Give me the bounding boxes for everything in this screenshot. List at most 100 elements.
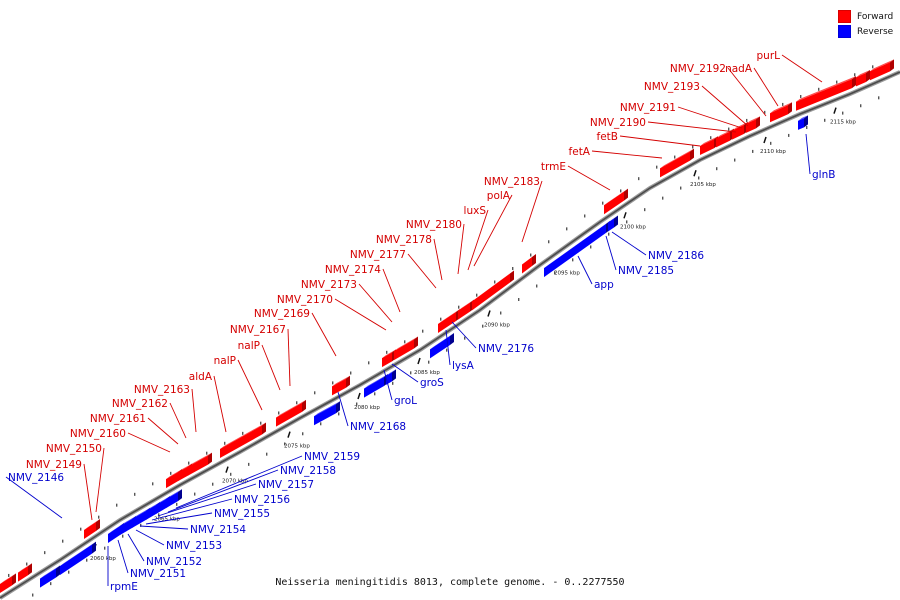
forward-gene-block-8[interactable] bbox=[332, 375, 350, 396]
forward-gene-label-nmv-2190-23[interactable]: NMV_2190 bbox=[590, 117, 646, 129]
forward-gene-label-nmv-2173-12[interactable]: NMV_2173 bbox=[301, 279, 357, 291]
reverse-gene-block-12[interactable] bbox=[544, 220, 610, 278]
reverse-gene-block-11[interactable] bbox=[430, 333, 454, 359]
forward-gene-label-nmv-2193-25[interactable]: NMV_2193 bbox=[644, 81, 700, 93]
scale-tick bbox=[487, 310, 491, 317]
forward-gene-block-23[interactable] bbox=[856, 69, 870, 87]
forward-gene-label-nmv-2177-14[interactable]: NMV_2177 bbox=[350, 249, 406, 261]
scale-label-2110-kbp: 2110 kbp bbox=[760, 149, 786, 155]
forward-gene-block-16[interactable] bbox=[660, 148, 694, 178]
forward-gene-block-5[interactable] bbox=[188, 452, 212, 476]
forward-gene-label-nmv-2162-4[interactable]: NMV_2162 bbox=[112, 398, 168, 410]
forward-gene-label-nmv-2149-0[interactable]: NMV_2149 bbox=[26, 459, 82, 471]
forward-gene-label-pola-18[interactable]: polA bbox=[487, 190, 511, 202]
forward-gene-block-2[interactable] bbox=[84, 519, 100, 539]
forward-gene-label-feta-21[interactable]: fetA bbox=[569, 146, 591, 158]
reverse-gene-label-nmv-2153-4[interactable]: NMV_2153 bbox=[166, 540, 222, 552]
forward-gene-label-fetb-22[interactable]: fetB bbox=[597, 131, 618, 143]
forward-gene-block-13[interactable] bbox=[472, 270, 514, 311]
leader-line bbox=[157, 483, 257, 517]
reverse-gene-label-nmv-2158-9[interactable]: NMV_2158 bbox=[280, 465, 336, 477]
reverse-gene-label-nmv-2159-10[interactable]: NMV_2159 bbox=[304, 451, 360, 463]
forward-gene-label-nalp-8[interactable]: nalP bbox=[238, 340, 260, 352]
scale-tick bbox=[225, 466, 229, 473]
forward-gene-label-nmv-2160-2[interactable]: NMV_2160 bbox=[70, 428, 126, 440]
forward-gene-label-alda-6[interactable]: aldA bbox=[189, 371, 213, 383]
forward-gene-label-nmv-2174-13[interactable]: NMV_2174 bbox=[325, 264, 381, 276]
reverse-gene-label-grol-12[interactable]: groL bbox=[394, 395, 417, 407]
reverse-gene-label-nmv-2176-15[interactable]: NMV_2176 bbox=[478, 343, 534, 355]
leader-line bbox=[95, 447, 105, 513]
forward-gene-label-nmv-2163-5[interactable]: NMV_2163 bbox=[134, 384, 190, 396]
reverse-gene-label-nmv-2186-18[interactable]: NMV_2186 bbox=[648, 250, 704, 262]
track-dot bbox=[194, 492, 196, 496]
track-dot bbox=[80, 527, 82, 531]
forward-gene-label-nalp-7[interactable]: nalP bbox=[214, 355, 236, 367]
forward-gene-block-20[interactable] bbox=[746, 116, 760, 133]
forward-gene-block-7[interactable] bbox=[276, 399, 306, 427]
reverse-gene-label-lysa-14[interactable]: lysA bbox=[452, 360, 475, 372]
reverse-gene-label-app-16[interactable]: app bbox=[594, 279, 614, 291]
reverse-gene-label-nmv-2154-5[interactable]: NMV_2154 bbox=[190, 524, 246, 536]
track-dot bbox=[8, 573, 10, 577]
reverse-gene-label-glnb-19[interactable]: glnB bbox=[812, 169, 835, 181]
reverse-gene-label-nmv-2155-6[interactable]: NMV_2155 bbox=[214, 508, 270, 520]
track-dot bbox=[296, 401, 298, 405]
forward-gene-block-15[interactable] bbox=[604, 188, 628, 215]
forward-gene-block-0[interactable] bbox=[0, 573, 16, 593]
forward-gene-label-nmv-2169-10[interactable]: NMV_2169 bbox=[254, 308, 310, 320]
leader-line bbox=[701, 85, 749, 127]
leader-line bbox=[147, 417, 179, 445]
track-dot bbox=[752, 149, 754, 153]
forward-gene-label-nmv-2191-24[interactable]: NMV_2191 bbox=[620, 102, 676, 114]
reverse-gene-label-gros-13[interactable]: groS bbox=[420, 377, 444, 389]
reverse-gene-block-7[interactable] bbox=[166, 489, 182, 509]
track-dot bbox=[314, 391, 316, 395]
forward-gene-block-21[interactable] bbox=[770, 102, 792, 123]
reverse-gene-block-13[interactable] bbox=[608, 215, 618, 232]
track-dot bbox=[122, 534, 124, 538]
reverse-gene-label-nmv-2157-8[interactable]: NMV_2157 bbox=[258, 479, 314, 491]
forward-gene-block-6[interactable] bbox=[220, 422, 266, 458]
forward-gene-block-24[interactable] bbox=[870, 59, 894, 81]
forward-gene-label-nmv-2183-19[interactable]: NMV_2183 bbox=[484, 176, 540, 188]
track-dot bbox=[242, 431, 244, 435]
forward-gene-label-nmv-2167-9[interactable]: NMV_2167 bbox=[230, 324, 286, 336]
reverse-gene-block-1[interactable] bbox=[60, 541, 96, 575]
reverse-gene-label-rpme-1[interactable]: rpmE bbox=[110, 581, 138, 593]
forward-gene-label-nmv-2178-15[interactable]: NMV_2178 bbox=[376, 234, 432, 246]
reverse-gene-label-nmv-2168-11[interactable]: NMV_2168 bbox=[350, 421, 406, 433]
track-dot bbox=[536, 284, 538, 288]
track-dot bbox=[104, 546, 106, 550]
forward-gene-block-22[interactable] bbox=[796, 76, 856, 111]
reverse-gene-label-nmv-2146-0[interactable]: NMV_2146 bbox=[8, 472, 64, 484]
reverse-gene-block-8[interactable] bbox=[314, 401, 340, 426]
track-dot bbox=[248, 462, 250, 466]
forward-gene-block-1[interactable] bbox=[18, 563, 32, 582]
forward-gene-label-nmv-2192-26[interactable]: NMV_2192 bbox=[670, 63, 726, 75]
reverse-gene-block-14[interactable] bbox=[798, 115, 808, 130]
forward-gene-label-nada-27[interactable]: nadA bbox=[725, 63, 753, 75]
forward-gene-label-nmv-2150-1[interactable]: NMV_2150 bbox=[46, 443, 102, 455]
forward-gene-label-luxs-17[interactable]: luxS bbox=[464, 205, 487, 217]
forward-gene-label-nmv-2170-11[interactable]: NMV_2170 bbox=[277, 294, 333, 306]
forward-gene-label-purl-28[interactable]: purL bbox=[757, 50, 781, 62]
track-dot bbox=[284, 442, 286, 446]
forward-gene-block-14[interactable] bbox=[522, 254, 536, 274]
reverse-gene-block-0[interactable] bbox=[40, 565, 60, 588]
reverse-gene-label-nmv-2151-2[interactable]: NMV_2151 bbox=[130, 568, 186, 580]
reverse-gene-label-nmv-2156-7[interactable]: NMV_2156 bbox=[234, 494, 290, 506]
track-dot bbox=[800, 95, 802, 98]
leader-line bbox=[5, 476, 63, 519]
reverse-gene-label-nmv-2185-17[interactable]: NMV_2185 bbox=[618, 265, 674, 277]
forward-gene-label-nmv-2161-3[interactable]: NMV_2161 bbox=[90, 413, 146, 425]
track-dot bbox=[590, 245, 592, 249]
track-dot bbox=[350, 371, 352, 375]
forward-gene-label-trme-20[interactable]: trmE bbox=[541, 161, 566, 173]
scale-label-2070-kbp: 2070 kbp bbox=[222, 479, 248, 485]
forward-gene-block-10[interactable] bbox=[394, 336, 418, 361]
reverse-gene-label-nmv-2152-3[interactable]: NMV_2152 bbox=[146, 556, 202, 568]
leader-line bbox=[167, 469, 279, 513]
forward-gene-label-nmv-2180-16[interactable]: NMV_2180 bbox=[406, 219, 462, 231]
track-dot bbox=[266, 452, 268, 456]
